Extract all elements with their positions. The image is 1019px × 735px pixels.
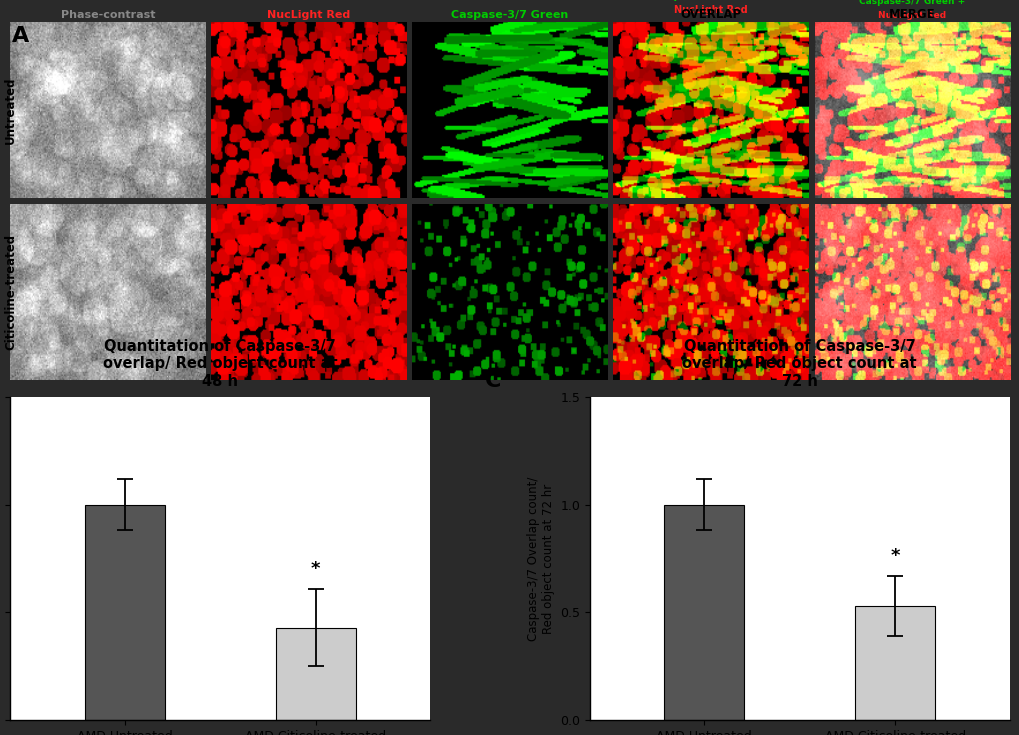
Title: Quantitation of Caspase-3/7
overlap/ Red object count at
72 h: Quantitation of Caspase-3/7 overlap/ Red… — [682, 339, 916, 389]
Text: C: C — [484, 371, 500, 391]
Bar — [275, 628, 356, 720]
Text: *: * — [890, 547, 899, 565]
Title: Quantitation of Caspase-3/7
overlap/ Red object count at
48 h: Quantitation of Caspase-3/7 overlap/ Red… — [103, 339, 337, 389]
Text: *: * — [311, 560, 320, 578]
Y-axis label: Caspase-3/7 Overlap count/
Red object count at 72 hr: Caspase-3/7 Overlap count/ Red object co… — [526, 476, 554, 641]
Text: NucLight Red: NucLight Red — [877, 11, 946, 21]
Bar — [85, 505, 165, 720]
Y-axis label: AMD
Citicoline-treated: AMD Citicoline-treated — [0, 234, 17, 350]
Text: NucLight Red: NucLight Red — [674, 5, 747, 15]
Title: Caspase-3/7 Green: Caspase-3/7 Green — [451, 10, 568, 20]
Text: A: A — [12, 26, 30, 46]
Text: Caspase-3/7 Green +: Caspase-3/7 Green + — [653, 0, 767, 1]
Title: MERGE: MERGE — [888, 8, 934, 21]
Text: Caspase-3/7 Green +: Caspase-3/7 Green + — [858, 0, 964, 6]
Y-axis label: AMD
Untreated: AMD Untreated — [0, 76, 17, 144]
Bar — [663, 505, 744, 720]
Title: Phase-contrast: Phase-contrast — [60, 10, 155, 20]
Bar — [854, 606, 934, 720]
Title: NucLight Red: NucLight Red — [267, 10, 351, 20]
Title: OVERLAP: OVERLAP — [680, 8, 741, 21]
